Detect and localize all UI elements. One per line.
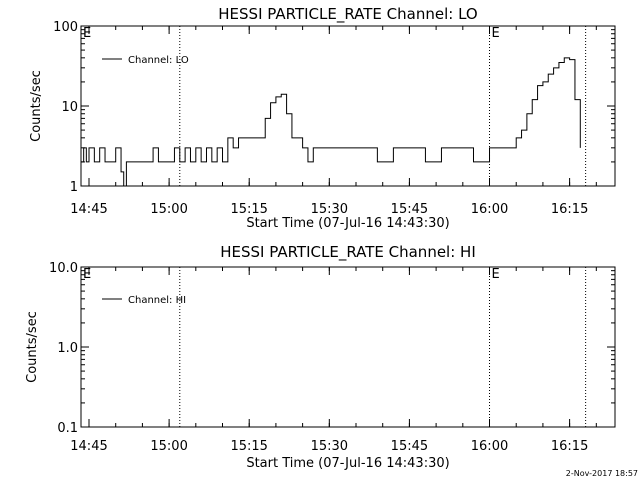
chart-title: HESSI PARTICLE_RATE Channel: LO bbox=[218, 5, 477, 24]
x-tick-label: 15:45 bbox=[391, 439, 428, 454]
generation-timestamp: 2-Nov-2017 18:57 bbox=[566, 469, 638, 478]
y-tick-label: 100 bbox=[53, 20, 78, 35]
x-tick-label: 15:30 bbox=[311, 439, 348, 454]
event-marker-label: E bbox=[492, 26, 500, 41]
chart-title: HESSI PARTICLE_RATE Channel: HI bbox=[220, 243, 476, 262]
y-axis-label: Counts/sec bbox=[29, 70, 44, 142]
y-tick-label: 10 bbox=[61, 100, 78, 115]
x-tick-label: 16:15 bbox=[551, 439, 588, 454]
x-tick-label: 15:15 bbox=[230, 202, 267, 217]
y-tick-label: 0.1 bbox=[57, 421, 78, 436]
plot-frame bbox=[80, 266, 616, 428]
corner-label: E bbox=[83, 267, 91, 282]
y-tick-label: 1.0 bbox=[57, 341, 78, 356]
x-axis-label: Start Time (07-Jul-16 14:43:30) bbox=[246, 456, 449, 471]
x-tick-label: 15:15 bbox=[230, 439, 267, 454]
y-tick-label: 10.0 bbox=[49, 261, 78, 276]
x-tick-label: 15:00 bbox=[150, 202, 187, 217]
x-tick-label: 15:45 bbox=[391, 202, 428, 217]
x-axis-label: Start Time (07-Jul-16 14:43:30) bbox=[246, 216, 449, 231]
legend-label: Channel: LO bbox=[128, 55, 189, 66]
x-tick-label: 16:00 bbox=[471, 439, 508, 454]
y-axis-label: Counts/sec bbox=[25, 311, 40, 383]
lo-channel-panel: HESSI PARTICLE_RATE Channel: LO 14:45 15:0… bbox=[29, 5, 616, 231]
x-tick-label: 15:30 bbox=[311, 202, 348, 217]
x-tick-label: 14:45 bbox=[70, 202, 107, 217]
legend-label: Channel: HI bbox=[128, 295, 186, 306]
x-tick-label: 16:15 bbox=[551, 202, 588, 217]
x-tick-label: 14:45 bbox=[70, 439, 107, 454]
x-tick-label: 16:00 bbox=[471, 202, 508, 217]
hi-channel-panel: HESSI PARTICLE_RATE Channel: HI 14:45 15:0… bbox=[25, 243, 616, 471]
corner-label: E bbox=[83, 26, 91, 41]
y-tick-label: 1 bbox=[70, 180, 78, 195]
x-tick-label: 15:00 bbox=[150, 439, 187, 454]
series-line-lo bbox=[81, 57, 581, 187]
event-marker-label: E bbox=[492, 267, 500, 282]
